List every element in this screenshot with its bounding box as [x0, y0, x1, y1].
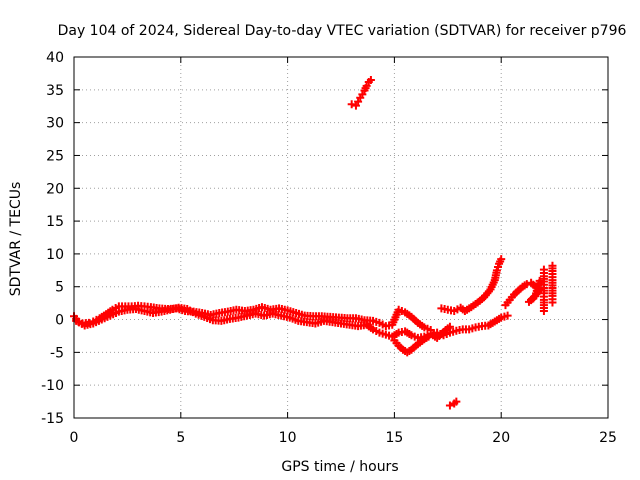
y-tick-label: 10 — [46, 247, 64, 263]
y-tick-label: -5 — [50, 345, 64, 361]
series-rise-17h-20h — [437, 255, 506, 316]
x-tick-label: 20 — [492, 430, 510, 446]
y-tick-label: 35 — [46, 83, 64, 99]
y-tick-label: 25 — [46, 148, 64, 164]
series-dip-15h — [390, 322, 454, 357]
data-point — [503, 311, 512, 320]
series-low-cluster-18h — [445, 397, 461, 410]
y-tick-label: 15 — [46, 214, 64, 230]
y-tick-label: 5 — [55, 280, 64, 296]
data-point — [539, 307, 548, 316]
data-point — [347, 100, 356, 109]
series-trailing-points — [539, 261, 557, 316]
x-tick-label: 5 — [176, 430, 185, 446]
series-high-cluster-13h — [347, 75, 375, 110]
x-axis-label: GPS time / hours — [281, 459, 398, 475]
x-tick-label: 25 — [599, 430, 617, 446]
y-tick-label: 20 — [46, 181, 64, 197]
data-point — [445, 401, 454, 410]
x-tick-label: 10 — [279, 430, 297, 446]
series-main-band-b — [72, 303, 512, 342]
data-point — [452, 397, 461, 406]
data-point — [445, 322, 454, 331]
y-tick-label: -15 — [41, 411, 64, 427]
x-tick-label: 15 — [385, 430, 403, 446]
data-points — [70, 75, 557, 410]
x-tick-label: 0 — [70, 430, 79, 446]
y-tick-label: -10 — [41, 378, 64, 394]
chart-title: Day 104 of 2024, Sidereal Day-to-day VTE… — [58, 23, 627, 39]
y-tick-label: 0 — [55, 313, 64, 329]
axis-ticks: 0 5 10 15 20 25 -15 -10 -5 0 5 10 15 20 25 30 35 40 — [41, 50, 617, 446]
y-tick-label: 40 — [46, 50, 64, 66]
y-axis-label: SDTVAR / TECUs — [8, 182, 24, 297]
y-tick-label: 30 — [46, 116, 64, 132]
plot-frame — [73, 56, 609, 419]
series-tail-20h-21h — [501, 276, 544, 310]
data-point — [497, 255, 506, 264]
data-point — [548, 298, 557, 307]
grid — [74, 57, 608, 418]
data-point — [366, 75, 375, 84]
